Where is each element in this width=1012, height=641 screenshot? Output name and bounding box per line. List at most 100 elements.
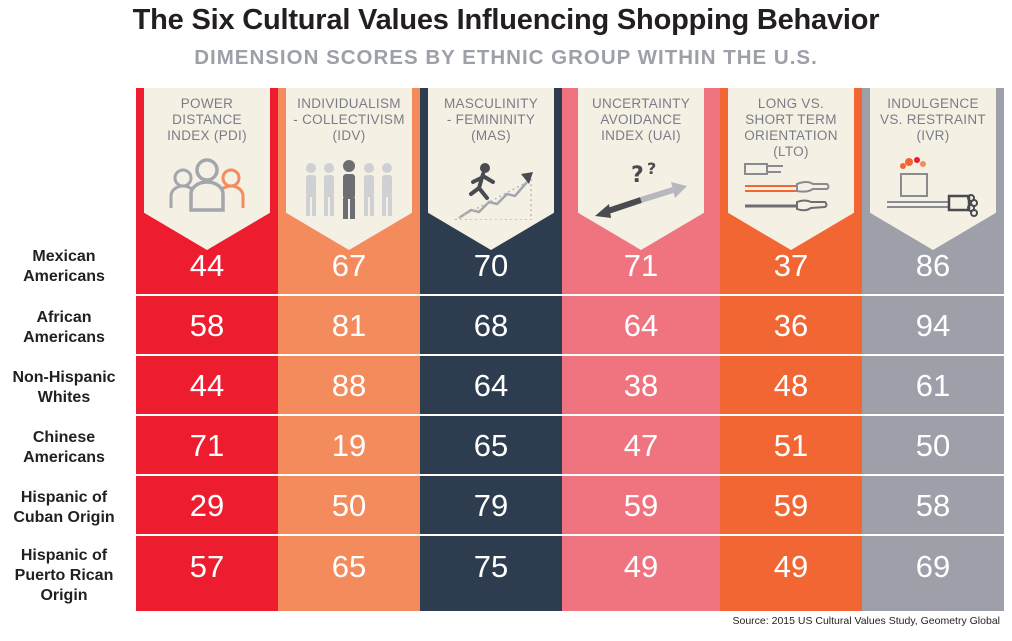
value-cell: 44 bbox=[189, 248, 225, 283]
value-cell: 68 bbox=[473, 308, 509, 343]
value-cell: 71 bbox=[623, 248, 659, 283]
column-header-pdi: POWER DISTANCE INDEX (PDI) bbox=[144, 96, 270, 144]
column-header-line: VS. RESTRAINT bbox=[880, 112, 986, 127]
value-cell: 59 bbox=[623, 488, 659, 523]
column-header-line: - COLLECTIVISM bbox=[293, 112, 405, 127]
value-cell: 47 bbox=[623, 428, 659, 463]
value-cell: 19 bbox=[331, 428, 367, 463]
row-label-line: Mexican bbox=[32, 248, 96, 265]
column-uai: UNCERTAINTY AVOIDANCE INDEX (UAI)?? 71 64 38 4… bbox=[562, 88, 720, 611]
column-header-idv: INDIVIDUALISM - COLLECTIVISM (IDV) bbox=[286, 96, 412, 144]
value-cell: 49 bbox=[623, 549, 659, 584]
column-header-line: - FEMININITY bbox=[446, 112, 536, 127]
value-cell: 48 bbox=[773, 368, 809, 403]
row-label: Hispanic of Cuban Origin bbox=[0, 488, 128, 528]
column-header-line: (IVR) bbox=[916, 128, 950, 143]
value-cell: 50 bbox=[331, 488, 367, 523]
column-header-line: (IDV) bbox=[332, 128, 366, 143]
gift-bag-icon bbox=[883, 154, 983, 220]
column-header-line: INDEX (PDI) bbox=[167, 128, 247, 143]
row-label-line: Americans bbox=[23, 329, 105, 346]
column-header-line: INDEX (UAI) bbox=[601, 128, 681, 143]
row-label-line: Non-Hispanic bbox=[12, 369, 116, 386]
page-title: The Six Cultural Values Influencing Shop… bbox=[132, 4, 880, 36]
source-note: Source: 2015 US Cultural Values Study, G… bbox=[732, 615, 1001, 627]
value-cell: 38 bbox=[623, 368, 659, 403]
column-ivr: INDULGENCE VS. RESTRAINT (IVR) 86 94 61 50 58 69 bbox=[862, 88, 1004, 611]
row-label-line: Cuban Origin bbox=[13, 509, 115, 526]
row-divider bbox=[136, 474, 1004, 476]
value-cell: 51 bbox=[773, 428, 809, 463]
uncertain-direction-icon: ?? bbox=[591, 154, 691, 220]
column-header-line: INDULGENCE bbox=[887, 96, 979, 111]
column-mas: MASCULINITY - FEMININITY (MAS) 70 68 64 65 79 75 bbox=[420, 88, 562, 611]
row-label-line: African bbox=[36, 309, 92, 326]
column-header-mas: MASCULINITY - FEMININITY (MAS) bbox=[428, 96, 554, 144]
column-header-line: (LTO) bbox=[773, 144, 809, 159]
column-header-ivr: INDULGENCE VS. RESTRAINT (IVR) bbox=[870, 96, 996, 144]
row-label: Hispanic of Puerto Rican Origin bbox=[0, 546, 128, 606]
column-idv: INDIVIDUALISM - COLLECTIVISM (IDV) 67 81 88 19… bbox=[278, 88, 420, 611]
row-label-line: Americans bbox=[23, 449, 105, 466]
svg-text:?: ? bbox=[647, 159, 656, 178]
column-header-line: MASCULINITY bbox=[443, 96, 539, 111]
column-header-line: DISTANCE bbox=[172, 112, 242, 127]
value-cell: 75 bbox=[473, 549, 509, 584]
value-cell: 64 bbox=[623, 308, 659, 343]
value-cell: 71 bbox=[189, 428, 225, 463]
value-cell: 94 bbox=[915, 308, 951, 343]
value-cell: 64 bbox=[473, 368, 509, 403]
column-header-line: SHORT TERM bbox=[745, 112, 837, 127]
svg-text:?: ? bbox=[631, 163, 644, 188]
column-header-line: LONG VS. bbox=[757, 96, 825, 111]
column-header-lto: LONG VS. SHORT TERM ORIENTATION (LTO) bbox=[728, 96, 854, 160]
value-cell: 57 bbox=[189, 549, 225, 584]
value-cell: 61 bbox=[915, 368, 951, 403]
row-label-line: Hispanic of bbox=[20, 547, 108, 564]
value-cell: 65 bbox=[331, 549, 367, 584]
people-group-icon bbox=[157, 154, 257, 220]
row-label: African Americans bbox=[0, 308, 128, 348]
value-cell: 58 bbox=[915, 488, 951, 523]
value-cell: 67 bbox=[331, 248, 367, 283]
value-cell: 29 bbox=[189, 488, 225, 523]
individual-collective-icon bbox=[299, 154, 399, 220]
value-cell: 79 bbox=[473, 488, 509, 523]
column-header-line: POWER bbox=[180, 96, 234, 111]
column-header-uai: UNCERTAINTY AVOIDANCE INDEX (UAI) bbox=[578, 96, 704, 144]
row-label: Mexican Americans bbox=[0, 247, 128, 287]
value-cell: 86 bbox=[915, 248, 951, 283]
value-cell: 59 bbox=[773, 488, 809, 523]
column-header-card-idv: INDIVIDUALISM - COLLECTIVISM (IDV) bbox=[286, 88, 412, 250]
value-cell: 70 bbox=[473, 248, 509, 283]
value-cell: 65 bbox=[473, 428, 509, 463]
column-header-line: UNCERTAINTY bbox=[591, 96, 691, 111]
pointing-hands-icon bbox=[741, 154, 841, 220]
row-label-line: Americans bbox=[23, 268, 105, 285]
value-cell: 88 bbox=[331, 368, 367, 403]
row-divider bbox=[136, 534, 1004, 536]
value-cell: 69 bbox=[915, 549, 951, 584]
value-cell: 49 bbox=[773, 549, 809, 584]
column-header-line: AVOIDANCE bbox=[600, 112, 682, 127]
row-divider bbox=[136, 294, 1004, 296]
value-cell: 58 bbox=[189, 308, 225, 343]
value-cell: 50 bbox=[915, 428, 951, 463]
column-header-card-mas: MASCULINITY - FEMININITY (MAS) bbox=[428, 88, 554, 250]
column-header-line: ORIENTATION bbox=[744, 128, 838, 143]
value-cell: 81 bbox=[331, 308, 367, 343]
climbing-stairs-icon bbox=[441, 154, 541, 221]
column-header-card-pdi: POWER DISTANCE INDEX (PDI) bbox=[144, 88, 270, 250]
value-cell: 37 bbox=[773, 248, 809, 283]
row-label-line: Whites bbox=[37, 389, 91, 406]
row-label-line: Puerto Rican bbox=[14, 567, 114, 584]
column-header-card-uai: UNCERTAINTY AVOIDANCE INDEX (UAI)?? bbox=[578, 88, 704, 250]
column-header-card-ivr: INDULGENCE VS. RESTRAINT (IVR) bbox=[870, 88, 996, 250]
row-label-line: Hispanic of bbox=[20, 489, 108, 506]
row-divider bbox=[136, 354, 1004, 356]
column-pdi: POWER DISTANCE INDEX (PDI) 44 58 44 71 29 57 bbox=[136, 88, 278, 611]
row-divider bbox=[136, 414, 1004, 416]
row-label: Non-Hispanic Whites bbox=[0, 368, 128, 408]
column-header-card-lto: LONG VS. SHORT TERM ORIENTATION (LTO) bbox=[728, 88, 854, 250]
column-header-line: (MAS) bbox=[471, 128, 511, 143]
